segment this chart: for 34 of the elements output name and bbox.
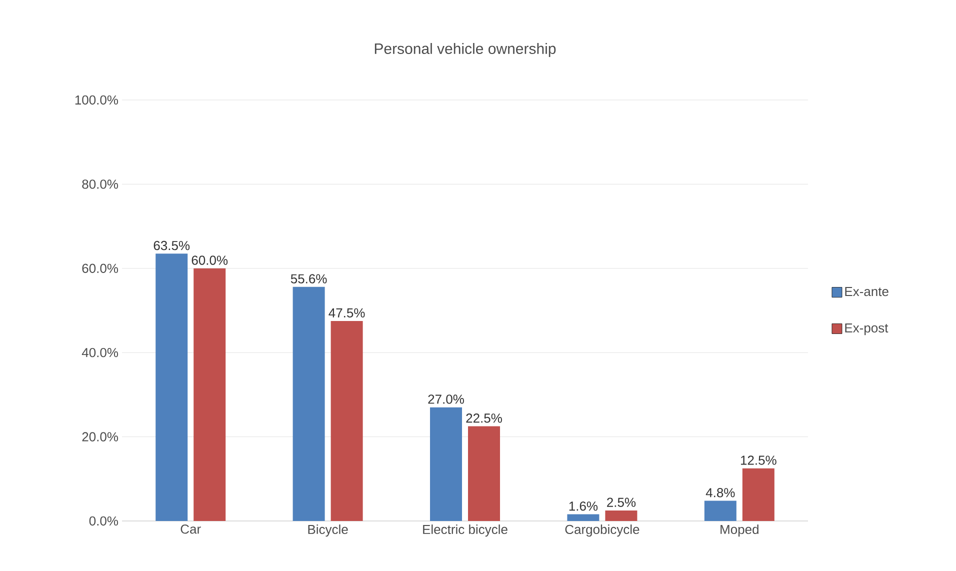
data-label: 63.5%: [154, 240, 190, 250]
y-tick-label: 80.0%: [82, 180, 118, 189]
bar: [468, 426, 500, 521]
legend-label: Ex-ante: [845, 287, 888, 296]
data-label: 2.5%: [607, 498, 636, 507]
bar: [330, 321, 363, 521]
data-label: 60.0%: [192, 256, 228, 265]
y-tick-label: 0.0%: [89, 516, 118, 526]
data-label: 1.6%: [569, 502, 598, 511]
legend-label: Ex-post: [845, 323, 888, 336]
x-tick-label: Car: [180, 524, 201, 534]
bar: [605, 510, 638, 521]
bar: [742, 468, 774, 521]
x-tick-label: Electric bicycle: [423, 524, 508, 537]
data-label: 55.6%: [290, 274, 327, 284]
chart-title: Personal vehicle ownership: [374, 42, 556, 57]
y-tick-label: 20.0%: [82, 432, 118, 442]
data-label: 27.0%: [428, 394, 464, 404]
y-tick-label: 60.0%: [82, 264, 118, 273]
bar: [704, 500, 736, 521]
bar: [430, 407, 462, 521]
bar: [567, 514, 600, 521]
y-tick-label: 100.0%: [75, 95, 118, 105]
y-tick-label: 40.0%: [82, 348, 118, 358]
x-tick-label: Bicycle: [308, 524, 348, 537]
data-label: 22.5%: [466, 414, 502, 423]
x-tick-label: Cargobicycle: [565, 524, 640, 537]
bar: [292, 286, 325, 521]
data-label: 12.5%: [740, 456, 776, 465]
bar: [156, 254, 188, 521]
data-label: 47.5%: [328, 308, 365, 318]
x-tick-label: Moped: [720, 524, 758, 537]
bar: [194, 268, 226, 521]
data-label: 4.8%: [706, 488, 735, 498]
